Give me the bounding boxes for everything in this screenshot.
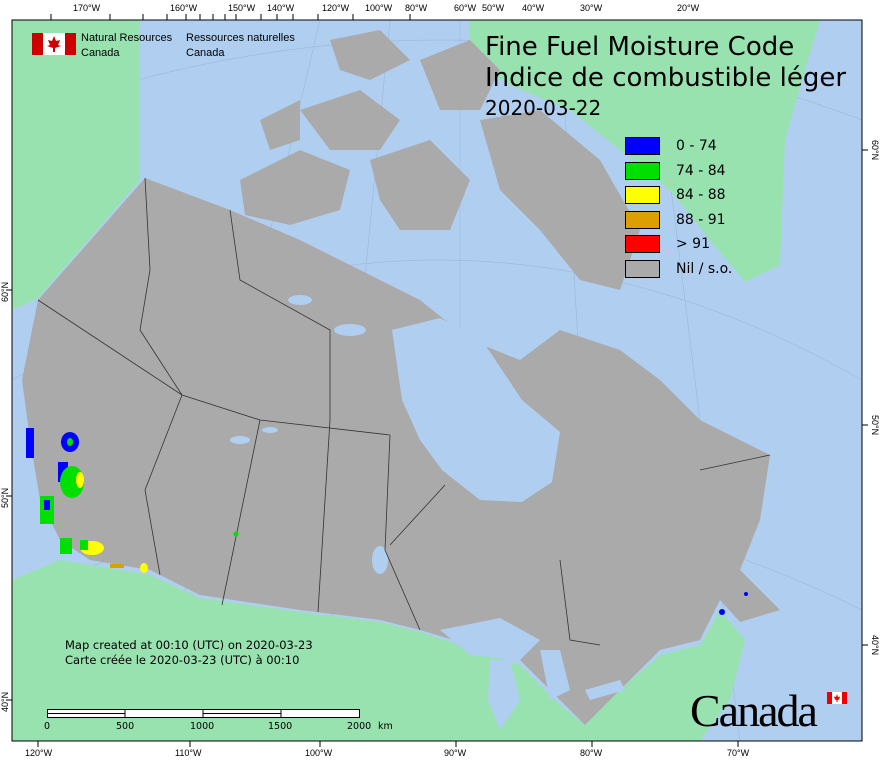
scale-label: 0 <box>44 721 51 732</box>
map-title: Fine Fuel Moisture Code Indice de combus… <box>485 32 846 94</box>
axis-label-top: 120°W <box>322 3 350 13</box>
map-date: 2020-03-22 <box>485 96 602 120</box>
title-en: Fine Fuel Moisture Code <box>485 32 795 62</box>
usa-land <box>12 560 745 741</box>
axis-label-bottom: 70°W <box>727 748 750 758</box>
axis-label-top: 170°W <box>73 3 101 13</box>
agency-name-fr: Ressources naturelles <box>186 32 295 44</box>
axis-label-top: 140°W <box>267 3 295 13</box>
axis-label-right: 60°N <box>870 140 880 161</box>
canada-flag-icon <box>32 33 76 55</box>
credit-fr: Carte créée le 2020-03-23 (UTC) à 00:10 <box>65 653 300 667</box>
axis-label-bottom: 80°W <box>580 748 603 758</box>
scale-unit: km <box>378 721 393 732</box>
legend-label: 88 - 91 <box>676 211 726 228</box>
axis-label-left: 60°N <box>0 281 10 302</box>
axis-label-top: 100°W <box>365 3 393 13</box>
axis-label-top: 60°W <box>454 3 477 13</box>
great-lakes <box>230 295 625 730</box>
agency-name-en: Canada <box>81 47 120 59</box>
legend-swatch <box>625 137 660 156</box>
scale-label: 2000 <box>347 721 372 732</box>
arctic-islands <box>240 30 640 290</box>
hudson-bay <box>392 318 560 502</box>
axis-label-left: 40°N <box>0 691 10 712</box>
axis-label-top: 40°W <box>522 3 545 13</box>
legend-label: 74 - 84 <box>676 162 726 179</box>
agency-name-fr: Canada <box>186 47 225 59</box>
axis-ticks <box>6 14 868 747</box>
axis-label-right: 50°N <box>870 415 880 436</box>
axis-label-bottom: 90°W <box>444 748 467 758</box>
scale-bar: 0 500 1000 1500 2000 km <box>44 706 393 732</box>
legend-label: > 91 <box>676 236 710 253</box>
legend: 0 - 74 74 - 84 84 - 88 88 - 91 > 91 Nil … <box>625 134 732 281</box>
legend-item: Nil / s.o. <box>625 257 732 282</box>
legend-item: 0 - 74 <box>625 134 732 159</box>
ffmc-data <box>26 428 748 615</box>
provincial-borders <box>37 177 771 646</box>
scale-label: 1000 <box>190 721 215 732</box>
legend-swatch <box>625 235 660 254</box>
legend-label: 84 - 88 <box>676 187 726 204</box>
axis-label-top: 160°W <box>170 3 198 13</box>
legend-swatch <box>625 210 660 229</box>
legend-item: 84 - 88 <box>625 183 732 208</box>
wordmark-flag-icon <box>827 692 847 704</box>
legend-swatch <box>625 186 660 205</box>
legend-label: Nil / s.o. <box>676 260 733 277</box>
scale-label: 500 <box>116 721 135 732</box>
alaska-land <box>12 20 140 310</box>
axis-label-bottom: 110°W <box>175 748 202 758</box>
map-frame <box>11 19 863 742</box>
axis-label-left: 50°N <box>0 487 10 508</box>
legend-swatch <box>625 161 660 180</box>
legend-item: > 91 <box>625 232 732 257</box>
axis-label-top: 50°W <box>482 3 505 13</box>
title-fr: Indice de combustible léger <box>485 63 847 93</box>
axis-label-top: 80°W <box>405 3 428 13</box>
axis-label-right: 40°N <box>870 635 880 656</box>
legend-label: 0 - 74 <box>676 138 717 155</box>
legend-item: 74 - 84 <box>625 159 732 184</box>
axis-label-top: 30°W <box>580 3 603 13</box>
axis-label-top: 150°W <box>228 3 256 13</box>
axis-label-bottom: 120°W <box>25 748 53 758</box>
axis-label-top: 20°W <box>677 3 700 13</box>
canada-wordmark-logo: Canada <box>690 685 818 736</box>
legend-swatch <box>625 259 660 278</box>
legend-item: 88 - 91 <box>625 208 732 233</box>
agency-name-en: Natural Resources <box>81 32 173 44</box>
scale-bar-graphic <box>47 709 360 718</box>
map-credit: Map created at 00:10 (UTC) on 2020-03-23… <box>65 638 313 668</box>
axis-label-bottom: 100°W <box>305 748 333 758</box>
credit-en: Map created at 00:10 (UTC) on 2020-03-23 <box>65 638 313 652</box>
canada-land <box>22 178 780 725</box>
scale-label: 1500 <box>268 721 293 732</box>
